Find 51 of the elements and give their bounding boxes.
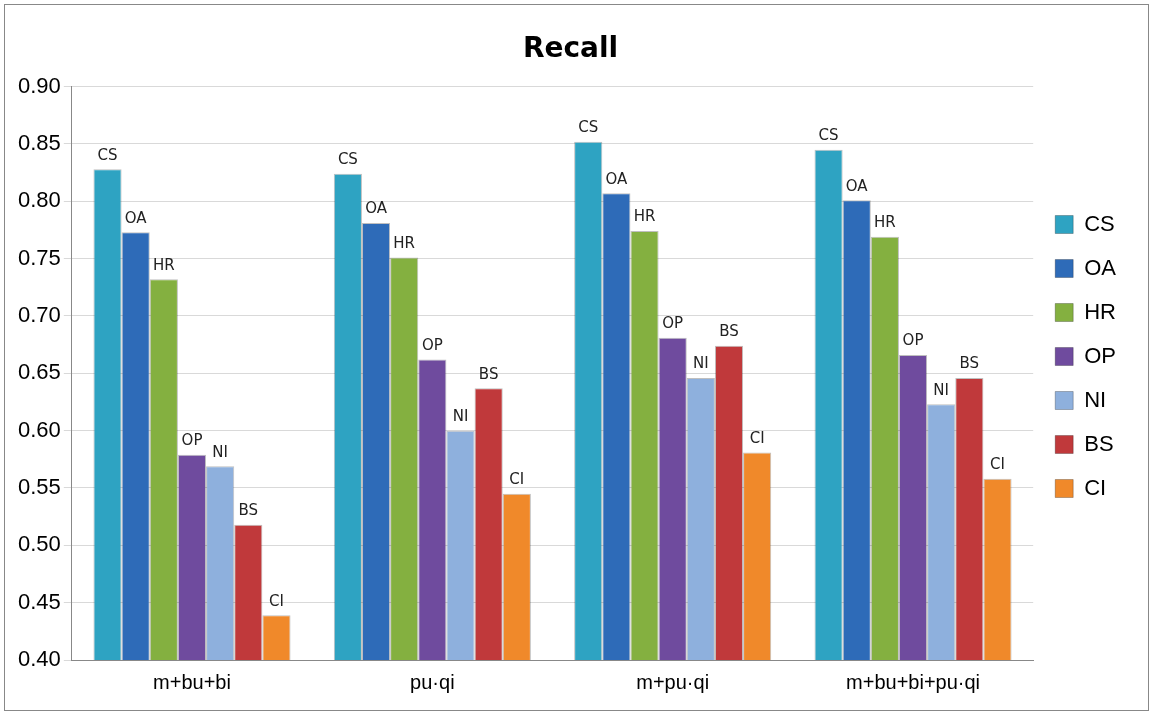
y-tick-label: 0.70 [17, 302, 61, 328]
legend-label: NI [1084, 386, 1107, 412]
text: CS [578, 118, 599, 137]
text: HR [633, 207, 656, 226]
text: NI [933, 380, 950, 399]
text: CI [749, 428, 765, 447]
text: HR [393, 233, 416, 252]
text: BS [478, 364, 499, 383]
text: OA [605, 169, 628, 188]
text: CS [337, 150, 358, 169]
x-tick-label: m+bu+bi+pu·qi [846, 670, 981, 693]
text: BS [238, 501, 259, 520]
text: HR [152, 255, 175, 274]
text: CI [269, 591, 284, 610]
text: OA [365, 199, 387, 218]
y-tick-label: 0.55 [17, 474, 61, 500]
y-tick-label: 0.50 [17, 531, 61, 557]
text: OP [421, 335, 443, 354]
x-tick-label: m+pu·qi [636, 670, 710, 693]
legend-label: OP [1084, 342, 1117, 368]
legend-label: OA [1084, 254, 1117, 280]
text: OP [662, 314, 684, 333]
legend-label: CS [1084, 210, 1115, 236]
text: OP [181, 431, 203, 450]
text: NI [693, 354, 709, 373]
text: HR [874, 213, 896, 232]
legend-label: HR [1084, 298, 1116, 324]
x-tick-label: pu·qi [410, 670, 455, 693]
legend-label: CI [1084, 474, 1107, 500]
text: CS [818, 126, 839, 145]
x-tick-label: m+bu+bi [153, 670, 231, 693]
y-tick-label: 0.65 [17, 359, 61, 385]
text: NI [452, 407, 469, 426]
text: OA [124, 208, 147, 227]
y-tick-label: 0.80 [17, 187, 61, 213]
y-tick-label: 0.45 [17, 588, 61, 614]
text: NI [212, 442, 228, 461]
y-tick-label: 0.90 [17, 72, 61, 98]
chart-title: Recall [522, 31, 619, 65]
text: OP [902, 331, 924, 350]
y-tick-label: 0.75 [17, 244, 61, 270]
legend-label: BS [1084, 430, 1114, 456]
text: OA [845, 176, 868, 195]
y-tick-label: 0.85 [17, 130, 61, 155]
y-tick-label: 0.60 [17, 416, 61, 442]
text: CI [990, 455, 1005, 474]
text: BS [719, 322, 739, 341]
y-tick-label: 0.40 [17, 646, 61, 672]
text: CS [97, 145, 118, 164]
text: BS [959, 354, 980, 373]
text: CI [509, 470, 525, 489]
